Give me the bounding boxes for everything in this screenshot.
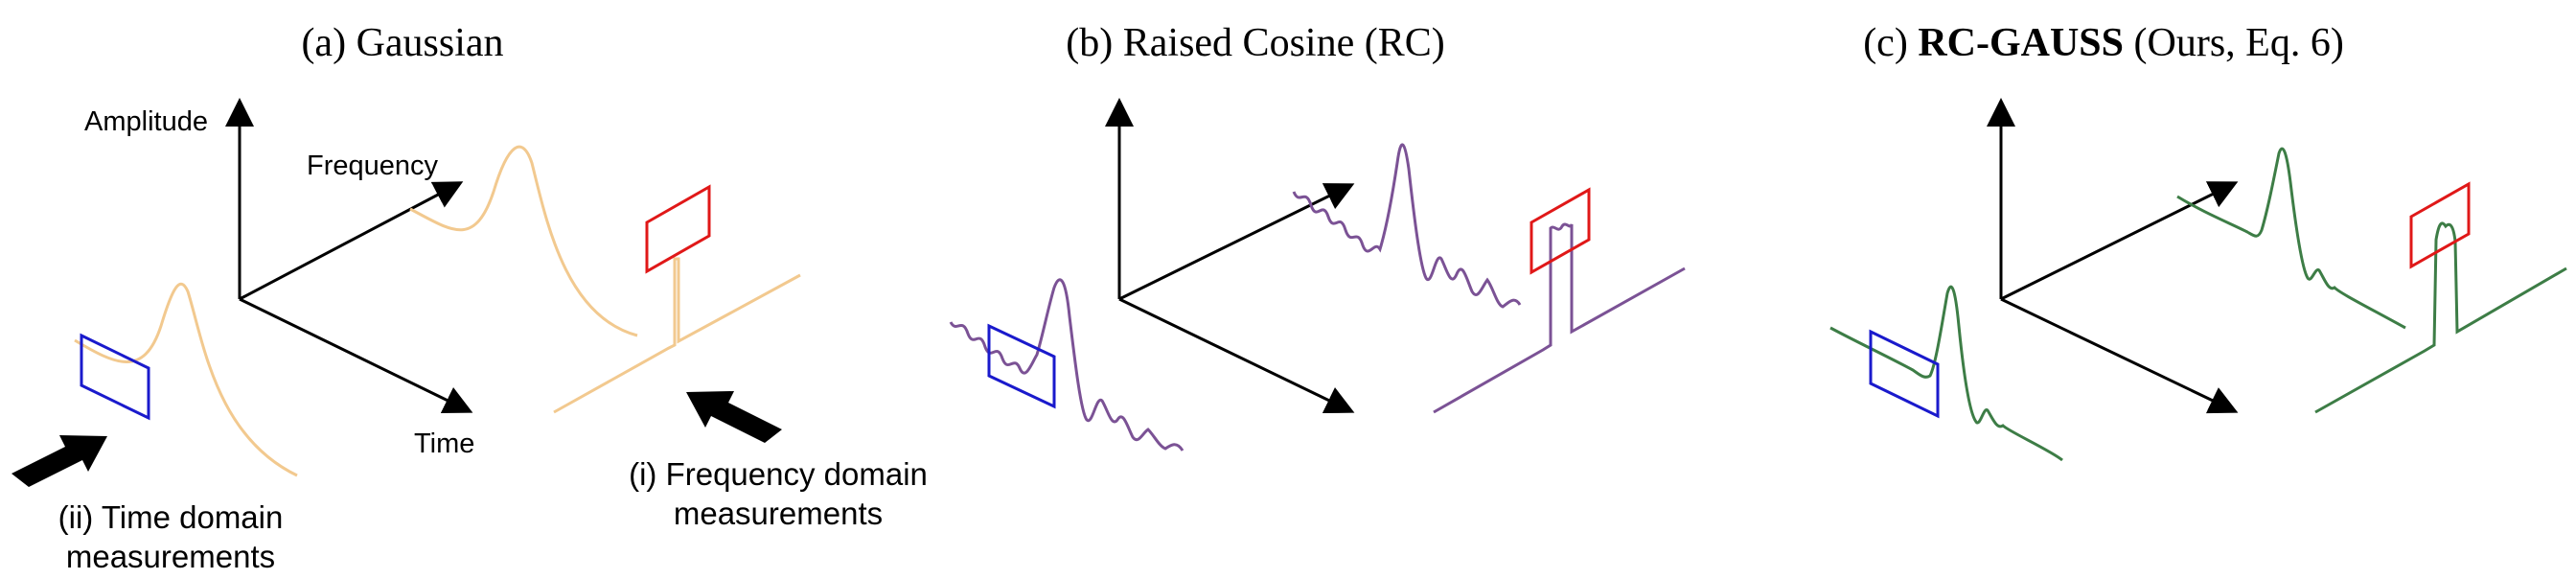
frequency-domain-note-line1: (i) Frequency domain [629, 456, 928, 492]
frequency-window [1530, 187, 1591, 275]
panel-b: (b) Raised Cosine (RC) [949, 21, 1686, 452]
time-window [1869, 329, 1940, 419]
frequency-rect-curve [1433, 222, 1686, 414]
panel-a-title: (a) Gaussian [301, 21, 503, 65]
frequency-domain-pointer-arrow [686, 391, 782, 443]
time-gaussian-curve [74, 282, 298, 477]
time-window [987, 323, 1056, 409]
frequency-domain-note-line2: measurements [674, 496, 883, 531]
frequency-impulse-curve [553, 257, 801, 414]
time-axis [239, 297, 473, 413]
panel-a: (a) Gaussian Amplitude Frequency Time (i… [12, 21, 928, 574]
frequency-softrect-curve [2314, 221, 2567, 414]
time-axis-label: Time [414, 428, 474, 459]
time-rcgauss-curve [1829, 286, 2063, 462]
time-domain-note-line2: measurements [66, 539, 275, 574]
amplitude-axis-label: Amplitude [84, 106, 208, 137]
frequency-rcgauss-curve [2176, 147, 2406, 330]
panel-c: (c) RC-GAUSS (Ours, Eq. 6) [1829, 21, 2567, 462]
time-axis [1118, 297, 1355, 414]
frequency-window [2409, 181, 2471, 269]
time-domain-pointer-arrow [12, 435, 107, 487]
time-axis [2000, 297, 2239, 414]
time-domain-note-line1: (ii) Time domain [58, 499, 284, 535]
time-window [80, 333, 150, 421]
frequency-gaussian-curve [409, 145, 638, 337]
frequency-rc-curve [1292, 143, 1522, 309]
panel-b-title: (b) Raised Cosine (RC) [1066, 21, 1444, 65]
frequency-axis [239, 181, 464, 301]
time-rc-curve [949, 278, 1184, 452]
frequency-axis [1118, 183, 1355, 301]
frequency-axis [2000, 181, 2239, 301]
frequency-window [645, 184, 711, 274]
frequency-axis-label: Frequency [307, 151, 439, 181]
panel-c-title: (c) RC-GAUSS (Ours, Eq. 6) [1863, 21, 2344, 65]
